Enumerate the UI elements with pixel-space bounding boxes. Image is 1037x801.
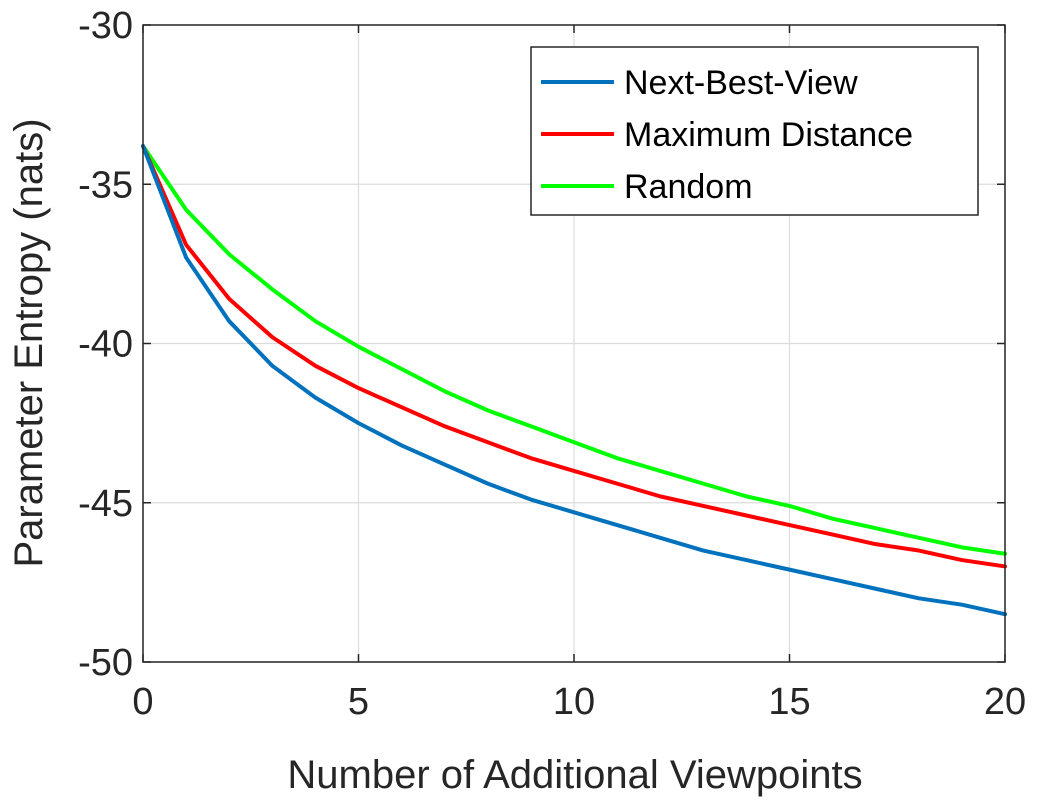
y-axis-label: Parameter Entropy (nats) xyxy=(7,118,51,567)
tick-labels: 0 5 10 15 20 -30 -35 -40 -45 -50 xyxy=(78,5,1026,723)
x-tick-label: 10 xyxy=(553,681,595,723)
y-tick-label: -40 xyxy=(78,324,133,366)
y-tick-label: -30 xyxy=(78,5,133,47)
y-tick-label: -50 xyxy=(78,642,133,684)
y-tick-label: -45 xyxy=(78,483,133,525)
x-tick-label: 15 xyxy=(768,681,810,723)
legend-label-maximum-distance: Maximum Distance xyxy=(624,116,913,154)
series-group xyxy=(141,144,1007,617)
series-line-random xyxy=(141,144,1007,556)
x-tick-label: 5 xyxy=(348,681,369,723)
series-line-maximum-distance xyxy=(141,144,1007,569)
legend: Next-Best-View Maximum Distance Random xyxy=(530,46,979,216)
x-tick-label: 0 xyxy=(132,681,153,723)
x-tick-label: 20 xyxy=(984,681,1026,723)
series-line-next-best-view xyxy=(141,144,1007,617)
y-tick-label: -35 xyxy=(78,164,133,206)
legend-label-random: Random xyxy=(624,168,753,206)
legend-label-next-best-view: Next-Best-View xyxy=(624,64,858,102)
x-axis-label: Number of Additional Viewpoints xyxy=(287,753,862,797)
